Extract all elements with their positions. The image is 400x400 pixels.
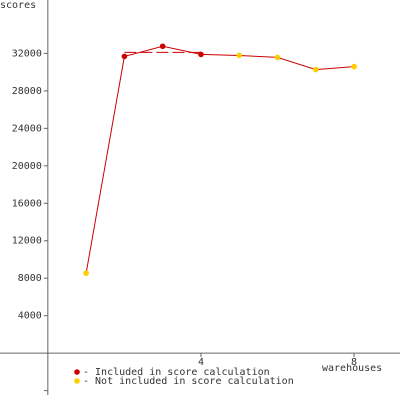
legend-marker (74, 378, 80, 384)
data-line (85, 45, 355, 274)
data-point (236, 52, 243, 59)
legend-marker (74, 369, 80, 375)
x-axis-label: warehouses (322, 363, 382, 374)
legend-label: - Not included in score calculation (83, 376, 294, 387)
data-point (159, 43, 166, 50)
data-point (121, 53, 128, 60)
data-point (312, 66, 319, 73)
data-point (274, 54, 281, 61)
data-point (83, 270, 89, 276)
y-tick-label: 16000 (12, 198, 42, 209)
y-tick-label: 4000 (18, 311, 42, 322)
y-tick-label: 32000 (12, 48, 42, 59)
data-point (351, 63, 357, 70)
data-point (198, 51, 204, 58)
y-tick-label: 20000 (12, 161, 42, 172)
x-tick-label: 4 (198, 357, 204, 368)
x-tick-label: 8 (351, 357, 357, 368)
y-tick-label: 8000 (18, 273, 42, 284)
y-tick-label: 12000 (12, 236, 42, 247)
y-tick-label: 28000 (12, 86, 42, 97)
y-axis-label: scores (0, 0, 36, 11)
legend-label: - Included in score calculation (83, 367, 270, 378)
y-tick-label: 24000 (12, 123, 42, 134)
